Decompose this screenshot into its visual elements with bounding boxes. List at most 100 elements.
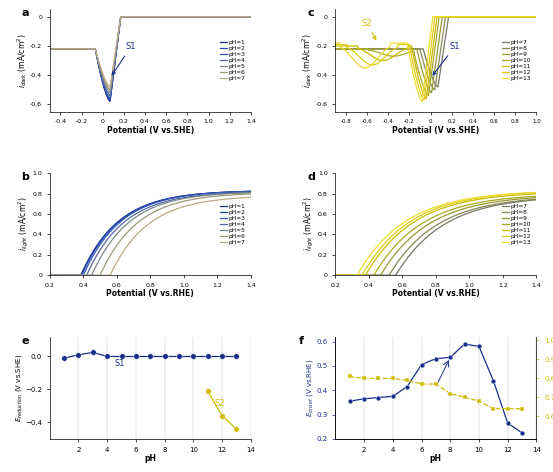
Line: pH=7: pH=7	[50, 17, 251, 87]
pH=13	[342, 48, 349, 54]
pH=7	[46, 46, 53, 52]
Line: pH=5: pH=5	[50, 193, 251, 275]
pH=7	[332, 46, 338, 52]
X-axis label: Potential (V vs.SHE): Potential (V vs.SHE)	[392, 126, 479, 135]
pH=4	[46, 46, 53, 52]
Text: S1: S1	[433, 42, 460, 75]
pH=7	[435, 84, 441, 90]
pH=13	[429, 14, 436, 19]
pH=6	[46, 272, 53, 278]
pH=7	[242, 195, 248, 201]
pH=2	[242, 189, 248, 194]
pH=3	[248, 188, 254, 194]
pH=12	[527, 190, 534, 196]
pH=3	[117, 14, 124, 19]
pH=6	[46, 46, 53, 52]
pH=5	[117, 14, 124, 19]
pH=10	[342, 46, 349, 52]
Line: pH=12: pH=12	[335, 193, 536, 275]
pH=9	[342, 272, 349, 278]
pH=4	[242, 190, 248, 195]
pH=1	[139, 204, 145, 210]
pH=8	[442, 14, 449, 19]
pH=13	[528, 14, 534, 19]
pH=5	[57, 272, 64, 278]
X-axis label: pH: pH	[144, 454, 156, 463]
pH=10	[430, 58, 436, 63]
pH=11	[491, 14, 497, 19]
Line: pH=2: pH=2	[50, 191, 251, 275]
pH=1	[242, 14, 248, 19]
pH=7	[248, 194, 254, 200]
Line: pH=13: pH=13	[335, 17, 536, 101]
pH=5	[205, 14, 212, 19]
pH=6	[57, 46, 64, 52]
pH=11	[425, 84, 431, 90]
pH=3	[46, 46, 53, 52]
pH=5	[139, 210, 145, 216]
pH=5	[248, 190, 254, 195]
pH=7	[491, 14, 497, 19]
pH=13	[430, 205, 436, 211]
pH=6	[242, 191, 248, 197]
Y-axis label: $i_{light}$ (mA/cm$^2$): $i_{light}$ (mA/cm$^2$)	[17, 197, 31, 252]
pH=7	[144, 222, 151, 228]
pH=6	[242, 14, 248, 19]
pH=1	[46, 272, 53, 278]
pH=10	[430, 214, 436, 220]
pH=11	[527, 191, 534, 197]
pH=10	[533, 194, 540, 199]
pH=8	[342, 46, 349, 52]
Line: pH=6: pH=6	[50, 17, 251, 90]
pH=12	[425, 68, 431, 74]
pH=10	[528, 14, 534, 19]
pH=3	[248, 14, 254, 19]
pH=2	[57, 272, 64, 278]
pH=3	[139, 205, 145, 211]
pH=8	[342, 272, 349, 278]
pH=11	[491, 194, 497, 200]
pH=12	[533, 190, 540, 195]
pH=13	[527, 190, 534, 195]
pH=7	[430, 229, 436, 235]
pH=3	[139, 14, 146, 19]
pH=9	[430, 219, 436, 224]
pH=8	[527, 197, 534, 202]
pH=7	[528, 14, 534, 19]
Text: S2: S2	[215, 399, 226, 408]
pH=7	[57, 46, 64, 52]
pH=7	[46, 272, 53, 278]
pH=12	[430, 207, 436, 212]
pH=4	[117, 14, 124, 19]
pH=10	[491, 14, 497, 19]
pH=13	[528, 14, 534, 19]
pH=4	[57, 272, 64, 278]
Line: pH=11: pH=11	[335, 17, 536, 99]
Line: pH=4: pH=4	[50, 193, 251, 275]
pH=9	[533, 195, 540, 201]
pH=6	[139, 216, 145, 222]
pH=8	[332, 272, 338, 278]
Text: c: c	[307, 8, 314, 18]
pH=10	[425, 93, 432, 99]
pH=13	[527, 190, 534, 195]
pH=12	[533, 14, 540, 19]
pH=4	[248, 14, 254, 19]
pH=2	[205, 191, 211, 196]
pH=1	[139, 14, 146, 19]
pH=2	[139, 204, 145, 210]
pH=5	[46, 272, 53, 278]
pH=8	[425, 74, 431, 79]
Line: pH=9: pH=9	[335, 17, 536, 93]
pH=11	[528, 14, 534, 19]
pH=1	[117, 14, 124, 19]
X-axis label: Potential (V vs.RHE): Potential (V vs.RHE)	[392, 289, 480, 298]
pH=4	[205, 14, 212, 19]
Text: d: d	[307, 172, 315, 182]
Y-axis label: $E_{onset}$ (V vs.RHE): $E_{onset}$ (V vs.RHE)	[305, 359, 315, 417]
pH=7	[205, 198, 211, 204]
X-axis label: pH: pH	[430, 454, 442, 463]
pH=6	[117, 14, 124, 19]
pH=2	[144, 14, 151, 19]
pH=11	[423, 96, 430, 101]
